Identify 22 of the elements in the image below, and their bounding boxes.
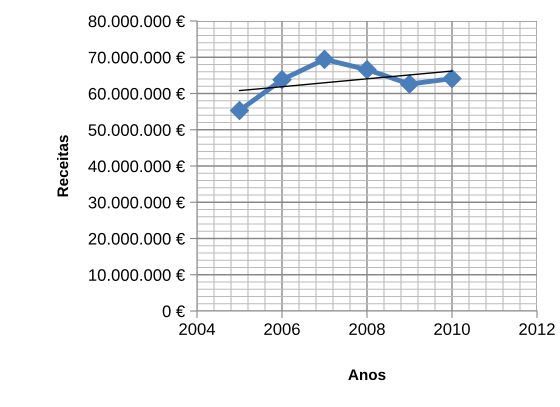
x-axis-title: Anos xyxy=(348,369,386,380)
point xyxy=(400,74,420,94)
x-tick-label: 2008 xyxy=(349,323,385,336)
y-tick-label: 0 € xyxy=(162,305,185,318)
x-tick-label: 2010 xyxy=(434,323,470,336)
point xyxy=(442,69,462,88)
point xyxy=(357,60,377,80)
point xyxy=(272,70,292,90)
y-tick-label: 80.000.000 € xyxy=(88,15,185,28)
point xyxy=(230,101,250,120)
y-axis-title: Receitas xyxy=(56,135,68,196)
y-tick-label: 60.000.000 € xyxy=(88,88,185,100)
y-tick-label: 40.000.000 € xyxy=(88,160,185,172)
y-tick-label: 70.000.000 € xyxy=(88,52,185,64)
y-tick-label: 20.000.000 € xyxy=(88,232,185,245)
x-tick-label: 2004 xyxy=(179,323,216,336)
x-tick-label: 2006 xyxy=(264,323,300,336)
y-tick-label: 50.000.000 € xyxy=(88,124,185,136)
point xyxy=(314,50,334,69)
x-tick-label: 2012 xyxy=(519,323,555,336)
y-tick-label: 30.000.000 € xyxy=(88,196,185,208)
y-tick-label: 10.000.000 € xyxy=(89,269,185,281)
